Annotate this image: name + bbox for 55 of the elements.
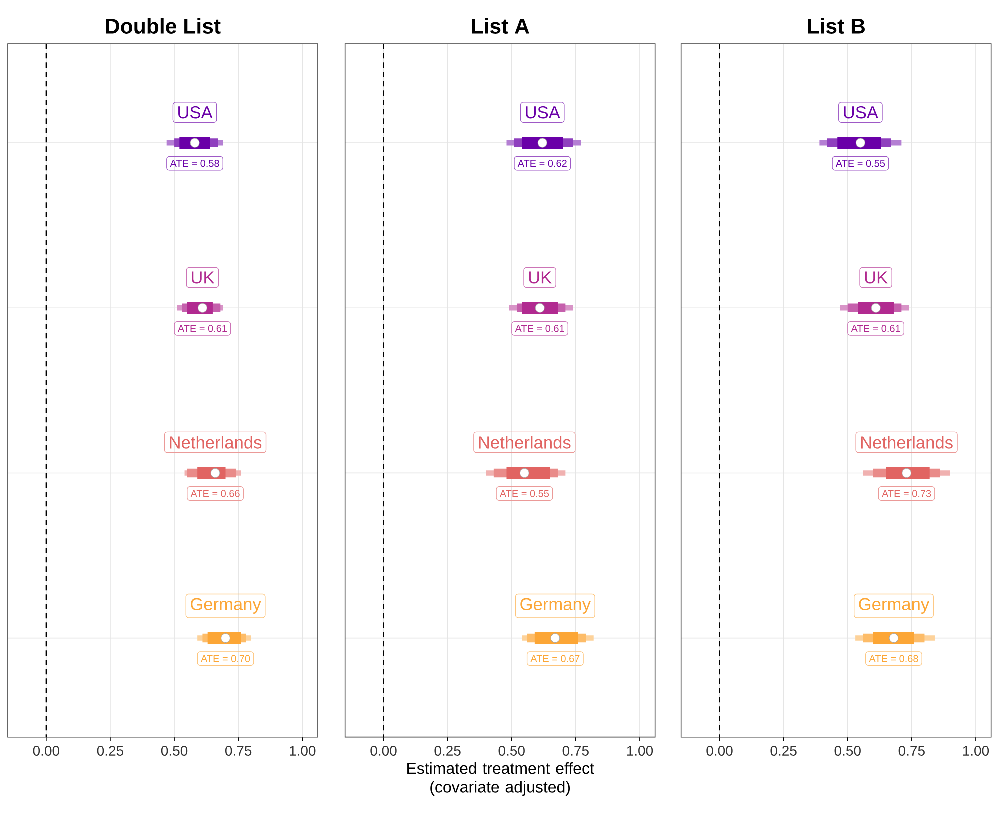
data-label: ATE = 0.66 — [190, 490, 240, 498]
x-tick-label: 0.00 — [370, 746, 397, 756]
x-tick-label: 0.50 — [161, 746, 188, 756]
data-label: ATE = 0.73 — [882, 490, 932, 498]
x-tick-label: 0.25 — [770, 746, 797, 756]
y-tick-label: Netherlands — [170, 436, 262, 449]
x-tick-label: 0.75 — [562, 746, 589, 756]
data-label: ATE = 0.58 — [170, 160, 220, 167]
y-tick-label: UK — [529, 272, 552, 284]
chart-title: List A — [472, 18, 530, 34]
data-label: ATE = 0.61 — [515, 324, 564, 332]
x-tick-label: 1.00 — [963, 746, 990, 756]
point — [520, 468, 530, 478]
point — [198, 303, 208, 313]
point — [535, 303, 545, 313]
y-tick-label: USA — [844, 106, 878, 119]
point — [856, 138, 866, 148]
y-tick-label: UK — [192, 272, 215, 284]
data-label: ATE = 0.62 — [518, 160, 567, 167]
y-tick-label: USA — [526, 106, 560, 119]
point — [538, 138, 548, 148]
point — [871, 303, 881, 313]
x-tick-label: 0.25 — [97, 746, 124, 756]
point — [210, 468, 220, 478]
x-tick-label: 0.00 — [706, 746, 733, 756]
y-tick-label: Germany — [859, 598, 930, 614]
x-tick-label: 0.75 — [226, 746, 252, 756]
point — [190, 138, 200, 148]
data-label: ATE = 0.55 — [836, 160, 886, 167]
y-tick-label: USA — [178, 106, 213, 119]
y-tick-label: Netherlands — [479, 436, 571, 449]
point — [550, 633, 560, 643]
y-tick-label: Netherlands — [861, 436, 953, 449]
x-tick-label: 0.75 — [898, 746, 925, 756]
x-tick-label: 0.50 — [834, 746, 861, 756]
x-tick-label: 1.00 — [627, 746, 654, 756]
y-tick-label: Germany — [191, 598, 262, 614]
point — [902, 468, 912, 478]
point — [889, 633, 899, 643]
data-label: ATE = 0.70 — [201, 655, 250, 662]
x-tick-label: 0.50 — [498, 746, 525, 756]
chart-title: Double List — [106, 18, 221, 34]
data-label: ATE = 0.61 — [178, 324, 228, 332]
point — [220, 633, 231, 643]
x-tick-label: 1.00 — [290, 746, 316, 756]
y-tick-label: Germany — [520, 598, 592, 614]
chart-title: List B — [808, 18, 865, 34]
x-tick-label: 0.00 — [33, 746, 60, 756]
x-axis-title: Estimated treatment effect (covariate adjusted) — [408, 762, 594, 796]
data-label: ATE = 0.61 — [851, 324, 900, 332]
data-label: ATE = 0.67 — [530, 655, 580, 662]
data-label: ATE = 0.68 — [869, 655, 918, 662]
data-label: ATE = 0.55 — [500, 490, 550, 498]
x-tick-label: 0.25 — [434, 746, 461, 756]
y-tick-label: UK — [865, 272, 888, 284]
